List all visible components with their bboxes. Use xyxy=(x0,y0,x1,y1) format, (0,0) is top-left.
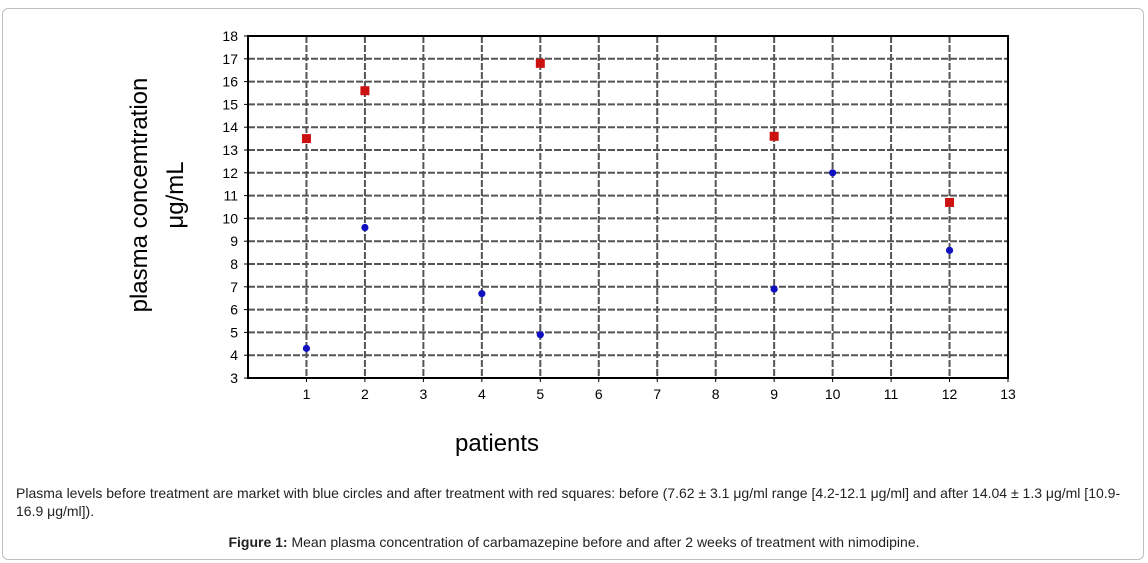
data-point-circle xyxy=(536,331,544,339)
x-tick-label: 3 xyxy=(419,386,427,402)
grid-lines xyxy=(248,36,1008,378)
y-tick-label: 15 xyxy=(222,96,238,112)
y-tick-label: 9 xyxy=(230,233,238,249)
x-tick-label: 1 xyxy=(303,386,311,402)
figure-caption: Figure 1: Mean plasma concentration of c… xyxy=(0,534,1148,550)
y-axis-label: plasma concemtration μg/mL xyxy=(118,60,198,330)
y-tick-label: 11 xyxy=(223,188,238,204)
x-tick-labels: 1 2 3 4 5 6 7 8 9 10 11 12 13 xyxy=(303,386,1016,402)
x-tick-label: 4 xyxy=(478,386,486,402)
x-tick-label: 6 xyxy=(595,386,603,402)
caption-text: Mean plasma concentration of carbamazepi… xyxy=(287,534,920,550)
x-tick-label: 12 xyxy=(942,386,958,402)
data-point-square xyxy=(301,134,311,144)
x-tick-label: 11 xyxy=(884,386,899,402)
data-point-circle xyxy=(478,290,486,298)
y-axis-label-line-2: μg/mL xyxy=(162,161,189,229)
x-tick-label: 7 xyxy=(653,386,661,402)
x-tick-label: 13 xyxy=(1000,386,1016,402)
caption-label: Figure 1: xyxy=(228,534,288,550)
data-point-square xyxy=(769,131,779,141)
plot-border xyxy=(247,35,1009,379)
x-axis-label: patients xyxy=(455,430,540,457)
y-tick-label: 12 xyxy=(222,165,238,181)
x-tick-label: 2 xyxy=(361,386,369,402)
y-tick-label: 16 xyxy=(222,74,238,90)
y-tick-label: 6 xyxy=(230,302,238,318)
x-tick-label: 9 xyxy=(770,386,778,402)
data-point-circle xyxy=(361,223,369,232)
y-tick-label: 14 xyxy=(222,119,238,135)
y-tick-label: 3 xyxy=(230,370,238,386)
y-tick-label: 13 xyxy=(222,142,238,158)
data-point-circle xyxy=(829,169,837,177)
y-tick-label: 5 xyxy=(230,324,238,340)
data-points xyxy=(301,58,955,352)
y-tick-label: 10 xyxy=(222,210,238,226)
axes xyxy=(244,35,1009,382)
data-point-square xyxy=(945,197,955,207)
y-tick-labels: 3 4 5 6 7 8 9 10 11 12 13 14 15 16 17 18 xyxy=(222,28,238,386)
x-tick-label: 10 xyxy=(825,386,841,402)
y-tick-label: 17 xyxy=(222,51,238,67)
data-point-circle xyxy=(770,285,778,293)
y-tick-label: 7 xyxy=(230,279,238,295)
data-point-square xyxy=(360,86,370,96)
y-axis-label-line-1: plasma concemtration xyxy=(126,77,153,313)
data-point-circle xyxy=(302,344,311,352)
data-point-circle xyxy=(945,246,954,254)
data-point-square xyxy=(535,58,545,68)
y-tick-label: 8 xyxy=(230,256,238,272)
figure-frame xyxy=(2,8,1144,560)
y-tick-label: 4 xyxy=(230,347,238,363)
figure-note: Plasma levels before treatment are marke… xyxy=(16,485,1121,519)
y-tick-label: 18 xyxy=(222,28,238,44)
x-tick-label: 8 xyxy=(712,386,720,402)
x-tick-label: 5 xyxy=(536,386,544,402)
